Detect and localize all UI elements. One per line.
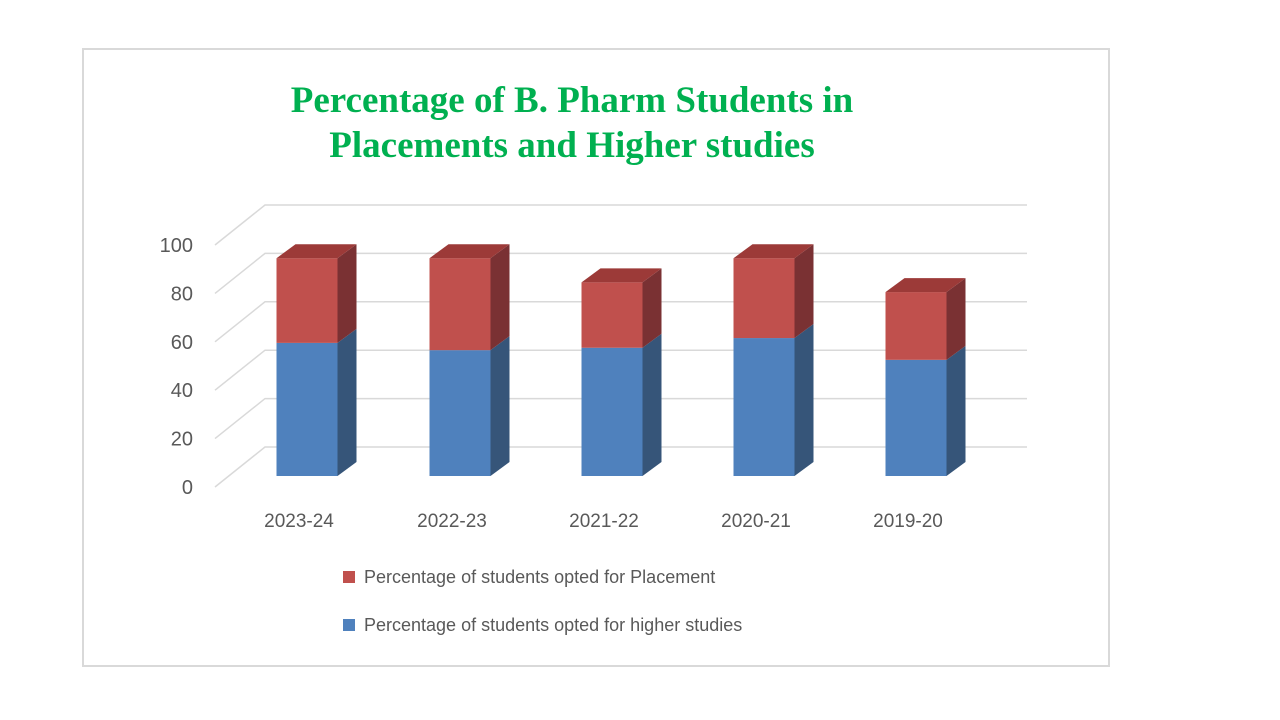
- chart-title-line-2: Placements and Higher studies: [329, 125, 815, 166]
- legend-item-placement: Percentage of students opted for Placeme…: [343, 566, 715, 588]
- bar-2021-22: [581, 268, 662, 476]
- x-axis-label: 2023-24: [264, 511, 334, 532]
- y-axis-label: 40: [171, 380, 193, 402]
- chart-title: Percentage of B. Pharm Students in Place…: [84, 78, 1108, 168]
- legend-label-higher-studies: Percentage of students opted for higher …: [364, 614, 743, 635]
- legend-marker-higher-studies-icon: [343, 619, 355, 631]
- x-axis-label: 2021-22: [569, 511, 639, 532]
- legend-label-placement: Percentage of students opted for Placeme…: [364, 566, 716, 587]
- bar-2023-24: [276, 244, 357, 476]
- y-axis-label: 80: [171, 283, 193, 305]
- x-axis-label: 2020-21: [721, 511, 791, 532]
- plot-area: 2023-24 2022-23 2021-22 2020-21 2019-20 0 20 40…: [160, 204, 1027, 532]
- y-axis-label: 60: [171, 332, 193, 354]
- bar-2019-20: [885, 278, 966, 476]
- bar-2022-23: [429, 244, 510, 476]
- y-axis-label: 100: [160, 235, 193, 257]
- legend-item-higher-studies: Percentage of students opted for higher …: [343, 614, 742, 636]
- y-axis-label: 0: [182, 477, 193, 499]
- y-axis-label: 20: [171, 429, 193, 451]
- x-axis-label: 2022-23: [417, 511, 487, 532]
- legend-marker-placement-icon: [343, 571, 355, 583]
- x-axis-label: 2019-20: [873, 511, 943, 532]
- chart-title-line-1: Percentage of B. Pharm Students in: [290, 80, 854, 121]
- bar-2020-21: [733, 244, 814, 476]
- chart-panel: Percentage of B. Pharm Students in Place…: [82, 48, 1110, 667]
